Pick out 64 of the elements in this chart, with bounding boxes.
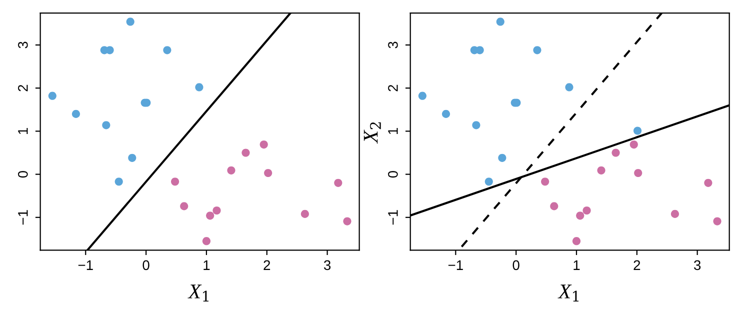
point xyxy=(713,217,722,226)
x-tick-label: 1 xyxy=(574,260,580,270)
point xyxy=(334,178,342,187)
point xyxy=(442,110,450,118)
y-tick-label: 0 xyxy=(388,170,398,178)
x-tick-label: 3 xyxy=(694,260,701,270)
point xyxy=(565,83,574,92)
point xyxy=(264,168,272,178)
y-axis-title: X$_{2}$ xyxy=(364,122,381,144)
y-tick-label: −1 xyxy=(18,210,28,225)
point xyxy=(343,217,352,226)
point xyxy=(242,148,250,157)
point xyxy=(206,212,214,220)
point xyxy=(550,202,558,210)
point xyxy=(670,210,680,218)
point xyxy=(484,178,493,186)
point xyxy=(102,121,110,130)
point xyxy=(227,166,236,174)
x-tick-label: −1 xyxy=(78,260,93,270)
y-tick-label: 2 xyxy=(18,84,28,92)
point xyxy=(704,178,712,187)
x-axis-title: X$_{1}$ xyxy=(188,284,208,302)
x-tick-label: 0 xyxy=(142,260,150,270)
point xyxy=(48,92,56,100)
x-tick-label: 1 xyxy=(204,260,210,270)
point xyxy=(498,154,506,162)
point xyxy=(170,178,180,186)
x-tick-label: −1 xyxy=(448,260,463,270)
point xyxy=(634,168,642,178)
y-tick-label: −1 xyxy=(388,210,398,225)
x-tick-label: 2 xyxy=(634,260,640,270)
point xyxy=(300,210,309,218)
point xyxy=(633,126,642,135)
point xyxy=(541,178,550,186)
point xyxy=(114,178,123,186)
point xyxy=(572,237,581,246)
point xyxy=(72,110,80,118)
y-tick-label: 1 xyxy=(18,128,28,134)
point xyxy=(418,92,426,100)
x-tick-label: 0 xyxy=(512,260,520,270)
point xyxy=(202,237,211,246)
y-tick-label: 1 xyxy=(388,128,398,134)
point xyxy=(597,166,606,174)
x-tick-label: 3 xyxy=(324,260,331,270)
x-tick-label: 2 xyxy=(264,260,270,270)
y-tick-label: 2 xyxy=(388,84,398,92)
point xyxy=(576,212,584,220)
point xyxy=(195,83,204,92)
point xyxy=(163,46,172,54)
y-tick-label: 3 xyxy=(388,42,398,48)
point xyxy=(126,18,134,26)
point xyxy=(260,140,268,149)
point xyxy=(582,206,591,215)
y-tick-label: 0 xyxy=(18,170,28,178)
point xyxy=(128,154,136,162)
y-tick-label: 3 xyxy=(18,42,28,48)
point xyxy=(472,121,480,130)
point xyxy=(496,18,504,26)
point xyxy=(180,202,188,210)
point xyxy=(212,206,221,215)
point xyxy=(533,46,542,54)
x-axis-title: X$_{1}$ xyxy=(558,284,579,302)
point xyxy=(630,140,638,149)
point xyxy=(612,148,620,157)
